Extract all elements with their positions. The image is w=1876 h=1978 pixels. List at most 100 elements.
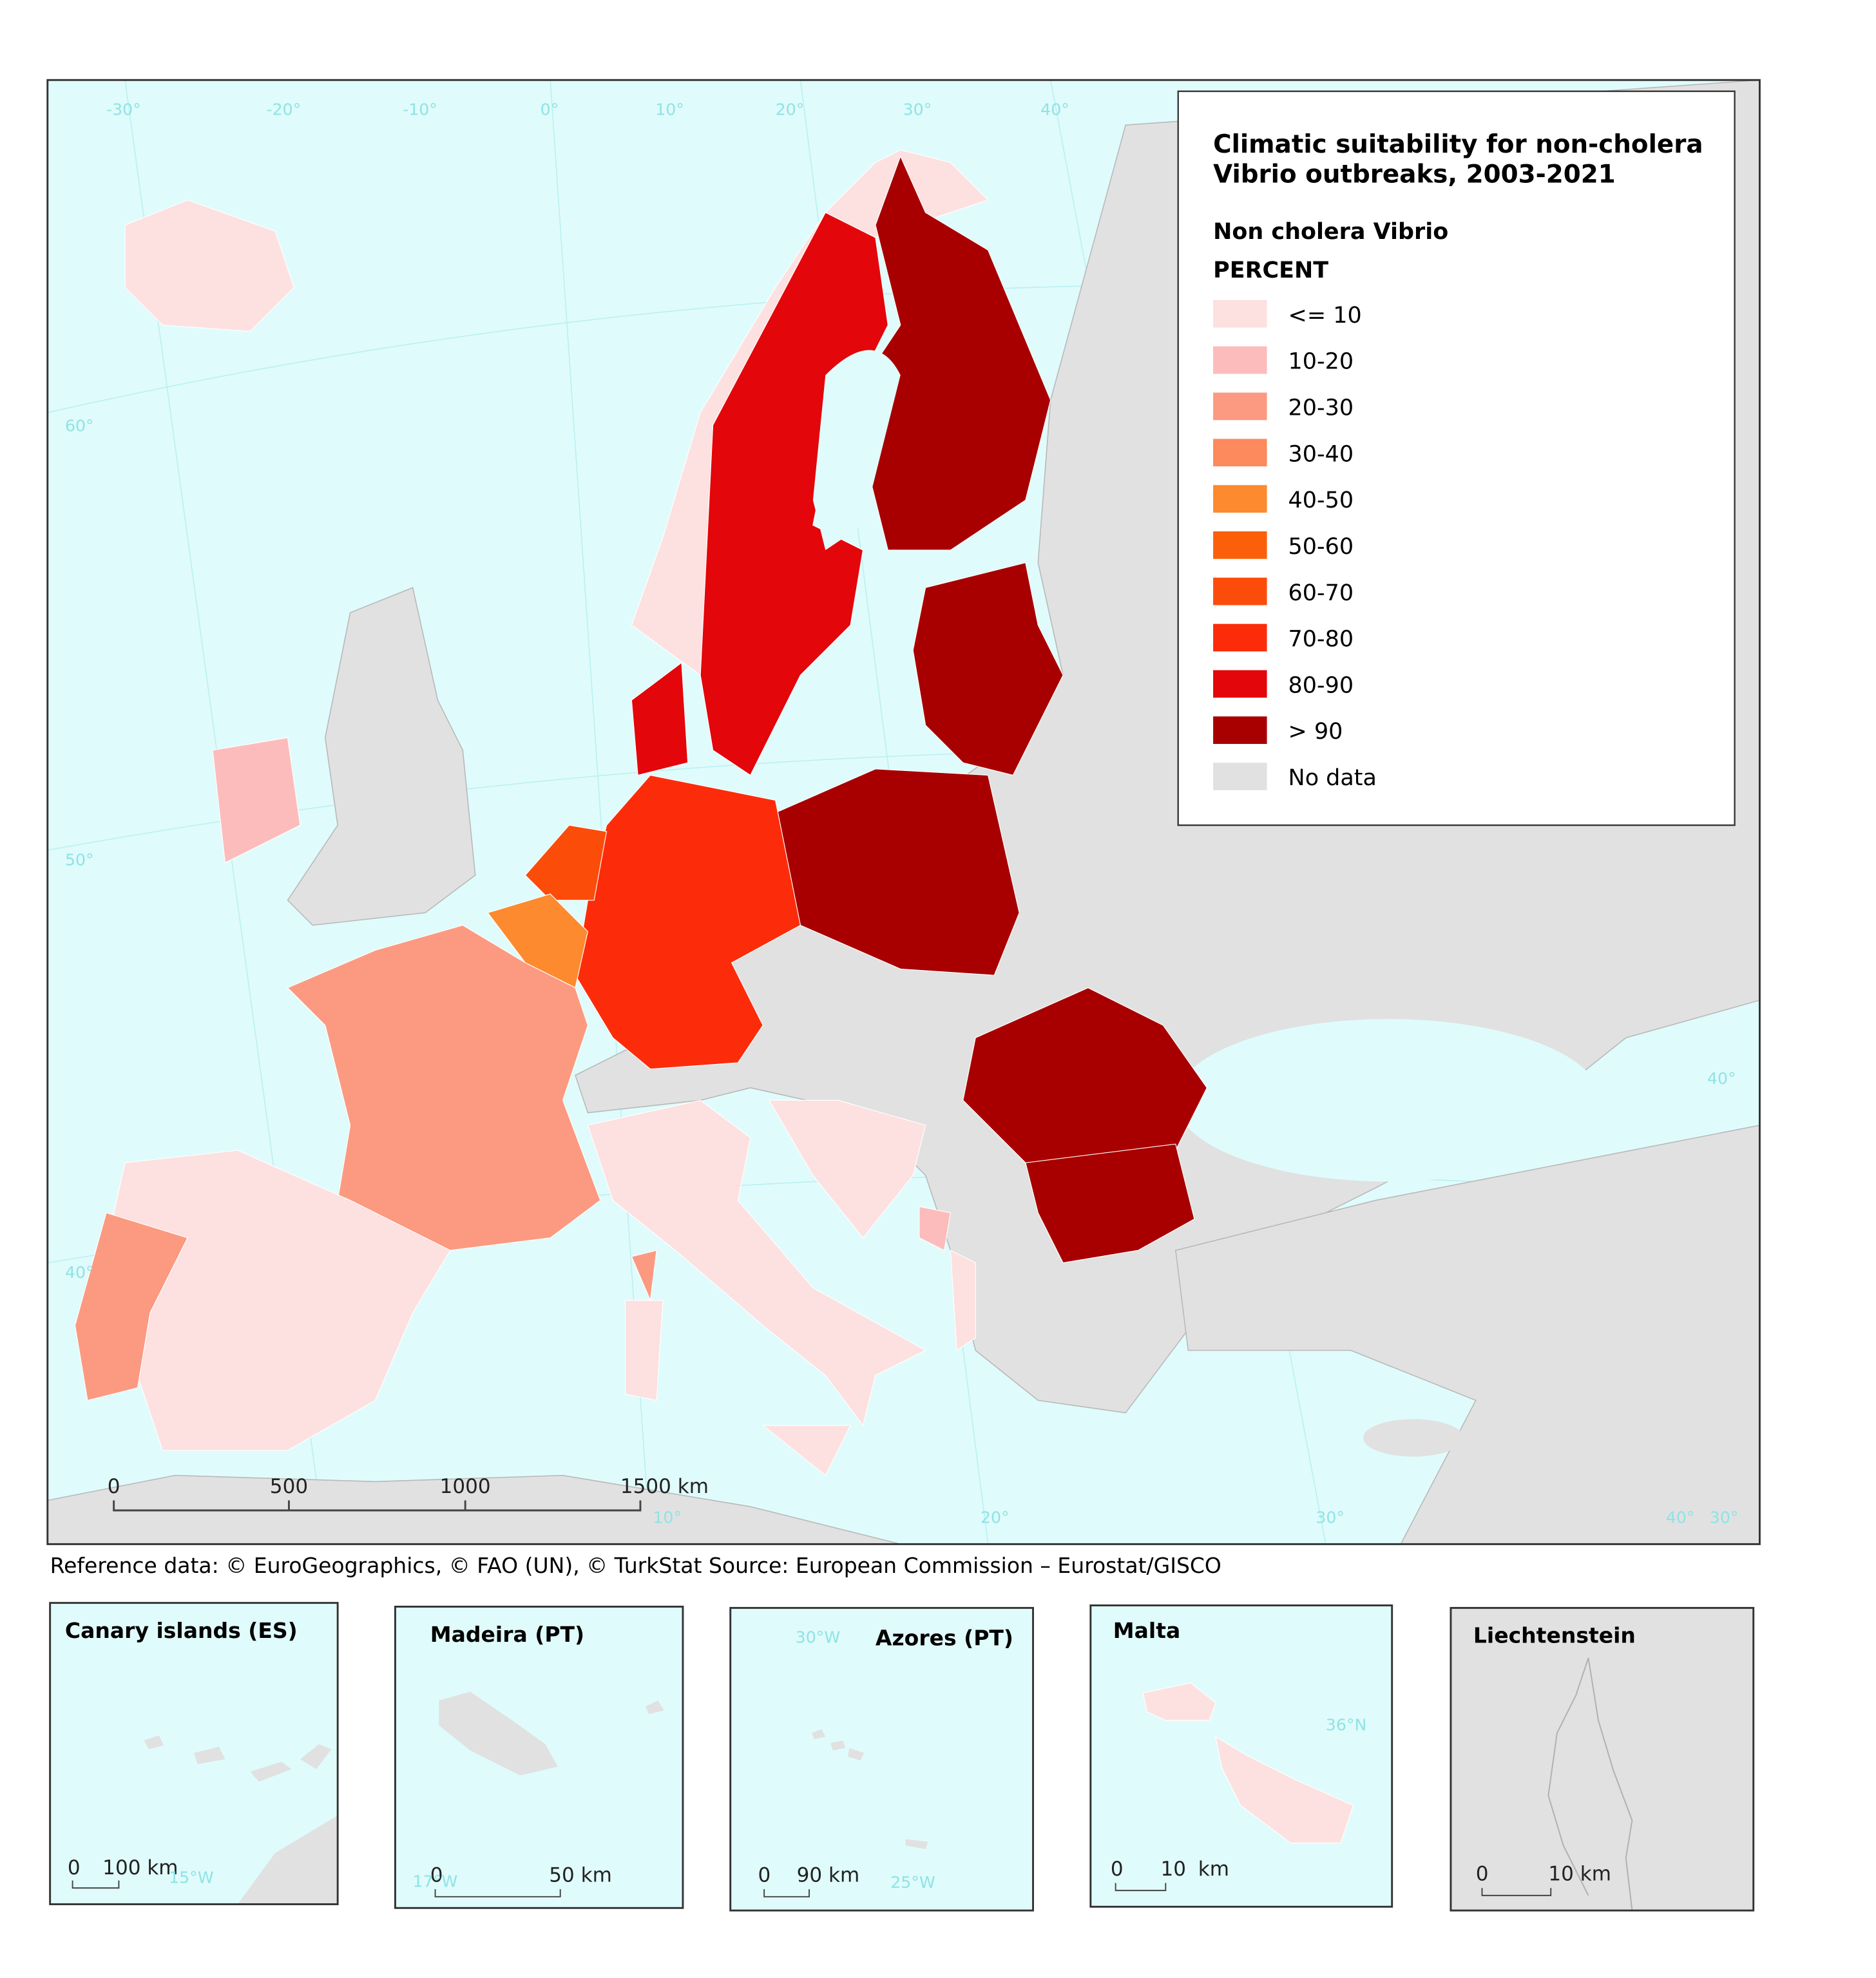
graticule-label: 40° <box>65 1263 94 1282</box>
legend-swatch <box>1213 300 1267 328</box>
map-title: Vibrio outbreaks, 2003-2021 <box>1213 160 1616 189</box>
italy <box>587 1099 926 1427</box>
inset-border <box>1547 1657 1633 1911</box>
cyprus <box>1363 1419 1464 1457</box>
sardinia <box>625 1300 664 1401</box>
inset-land <box>439 1691 664 1776</box>
inset-scale <box>434 1889 561 1897</box>
albania <box>950 1250 976 1351</box>
inset-scale-label: 10 km <box>1548 1863 1611 1886</box>
credit: Reference data: © EuroGeographics, © FAO… <box>50 1553 1221 1578</box>
legend-label: 40-50 <box>1288 488 1354 513</box>
legend-label: <= 10 <box>1288 303 1362 328</box>
legend-label: 50-60 <box>1288 534 1354 560</box>
montenegro <box>919 1206 952 1251</box>
graticule-label: 30° <box>1710 1508 1739 1526</box>
legend-label: 60-70 <box>1288 580 1354 606</box>
legend-items: <= 10 10-20 20-30 30-40 40-50 50-60 60-70 70-80… <box>1213 300 1377 791</box>
inset: Malta 0 10 km 36°N <box>1089 1604 1393 1908</box>
legend-swatch <box>1213 531 1267 559</box>
inset-scale <box>1481 1888 1552 1896</box>
scale-bar: 0 500 1000 1500 km <box>108 1475 709 1512</box>
graticule-label: 40° <box>1040 100 1069 119</box>
inset-graticule-label: 36°N <box>1326 1716 1367 1735</box>
legend-label: 20-30 <box>1288 395 1354 421</box>
inset-scale <box>72 1880 120 1889</box>
gulf-of-bothnia <box>812 350 901 551</box>
inset-scale-label: 0 <box>758 1864 770 1887</box>
romania <box>962 987 1208 1163</box>
inset-graticule-label: 25°W <box>890 1873 935 1892</box>
scale-label: 500 <box>270 1475 308 1498</box>
inset: Madeira (PT) 0 50 km 17°W <box>394 1606 684 1909</box>
inset-frame <box>1450 1606 1755 1912</box>
belgium <box>487 893 589 989</box>
inset-title: Madeira (PT) <box>430 1622 584 1647</box>
graticule-label: 10° <box>653 1508 682 1526</box>
bulgaria <box>1025 1143 1195 1264</box>
inset-frame <box>1089 1604 1393 1908</box>
inset-scale-label: 50 km <box>549 1864 612 1887</box>
legend-label: 10-20 <box>1288 349 1354 375</box>
graticule-label: 20° <box>776 100 805 119</box>
countries <box>74 149 1208 1476</box>
inset-frame <box>394 1606 684 1909</box>
inset-title: Malta <box>1113 1618 1180 1643</box>
map-title: Climatic suitability for non-cholera <box>1213 130 1703 159</box>
corsica <box>631 1250 657 1302</box>
legend-title: Non cholera Vibrio <box>1213 219 1448 245</box>
graticule-labels: -30° -20° -10° 0° 10° 20° 30° 40° 60° 50… <box>65 100 1739 1527</box>
scale-bar-line <box>113 1500 642 1512</box>
inset-scale <box>1115 1883 1167 1892</box>
legend-swatch <box>1213 577 1267 605</box>
great-britain <box>287 587 476 926</box>
legend-swatch <box>1213 439 1267 467</box>
legend-swatch <box>1213 716 1267 745</box>
graticule-label: 50° <box>65 850 94 869</box>
legend-swatch <box>1213 623 1267 652</box>
inset-title: Liechtenstein <box>1473 1623 1636 1648</box>
legend-swatch <box>1213 346 1267 374</box>
graticule-label: 40° <box>1666 1508 1695 1526</box>
legend-label: > 90 <box>1288 719 1343 745</box>
inset-graticule-label: 30°W <box>796 1628 841 1647</box>
baltic-states <box>912 562 1064 776</box>
inset-graticule-label: 17°W <box>413 1872 458 1890</box>
legend: Climatic suitability for non-cholera Vib… <box>1177 90 1736 826</box>
ireland <box>212 737 301 864</box>
inset-sea <box>730 1608 1033 1911</box>
graticule-label: 40° <box>1707 1069 1736 1088</box>
legend-label: 80-90 <box>1288 672 1354 698</box>
legend-box <box>1177 90 1736 826</box>
sicily <box>761 1425 852 1476</box>
inset: Canary islands (ES) 0 100 km 15°W <box>49 1602 339 1905</box>
legend-label: No data <box>1288 765 1377 791</box>
inset-frame <box>49 1602 339 1905</box>
gozo <box>1142 1682 1216 1721</box>
portugal <box>74 1212 189 1401</box>
legend-swatch <box>1213 392 1267 421</box>
inset-scale-label: 0 <box>430 1864 443 1887</box>
denmark <box>631 661 689 776</box>
inset-title: Azores (PT) <box>876 1626 1013 1651</box>
scale-label: 1000 <box>440 1475 491 1498</box>
graticule-label: 0° <box>541 100 559 119</box>
graticule-label: -30° <box>106 100 141 119</box>
graticule-label: 30° <box>903 100 932 119</box>
graticule-label: -20° <box>267 100 302 119</box>
insets: Canary islands (ES) 0 100 km 15°W Madeir… <box>49 1602 1755 1912</box>
graticule-label: 20° <box>981 1508 1010 1526</box>
croatia-slovenia <box>768 1099 926 1239</box>
graticule-label: 60° <box>65 417 94 435</box>
graticule-label: -10° <box>403 100 437 119</box>
inset: Azores (PT) 0 90 km 30°W 25°W <box>729 1606 1034 1912</box>
inset-title: Canary islands (ES) <box>65 1618 298 1643</box>
scale-label: 1500 km <box>620 1475 709 1498</box>
inset-scale-label: 0 <box>68 1856 81 1879</box>
inset-scale <box>763 1889 810 1897</box>
iceland <box>124 199 294 332</box>
inset-graticule-label: 15°W <box>169 1868 214 1887</box>
inset-scale-label: 90 km <box>797 1864 860 1887</box>
